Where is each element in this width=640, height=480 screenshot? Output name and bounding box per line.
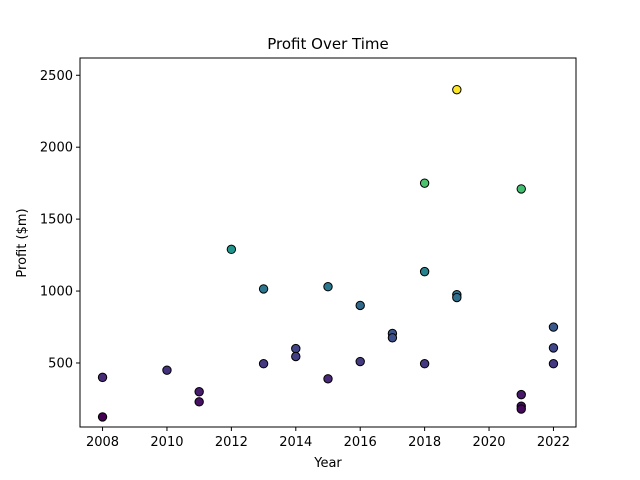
plot-area — [79, 57, 577, 428]
data-point — [452, 84, 462, 95]
x-axis: 2008 2010 2012 2014 2016 2018 2020 2022 — [86, 427, 570, 450]
y-tick-label: 2000 — [40, 141, 73, 156]
x-tick-label: 2010 — [150, 435, 183, 450]
data-point — [194, 387, 204, 397]
x-tick-label: 2014 — [279, 435, 312, 450]
data-point — [516, 184, 526, 194]
data-point — [419, 359, 430, 369]
data-point — [355, 300, 365, 311]
y-axis: 500 1000 1500 2000 2500 — [40, 69, 80, 371]
x-tick-label: 2008 — [86, 435, 119, 450]
data-point — [452, 292, 462, 303]
data-point — [291, 351, 301, 362]
x-tick-label: 2016 — [344, 435, 377, 450]
y-tick-label: 1000 — [40, 285, 73, 300]
data-point — [226, 244, 237, 255]
data-point — [258, 284, 269, 294]
data-point — [419, 266, 430, 277]
data-point — [387, 333, 398, 343]
data-point — [548, 322, 559, 332]
y-tick-label: 500 — [48, 356, 73, 371]
y-tick-label: 1500 — [40, 213, 73, 228]
data-point — [97, 412, 108, 422]
data-point — [194, 397, 204, 407]
data-point — [323, 282, 333, 292]
data-point — [548, 343, 559, 353]
data-points — [97, 84, 559, 422]
x-tick-label: 2018 — [408, 435, 441, 450]
x-tick-label: 2012 — [215, 435, 248, 450]
data-point — [419, 178, 430, 188]
y-axis-label: Profit ($m) — [15, 208, 30, 277]
data-point — [162, 365, 172, 375]
x-axis-label: Year — [313, 456, 342, 471]
data-point — [323, 374, 333, 384]
data-point — [258, 359, 269, 369]
chart-title: Profit Over Time — [267, 35, 388, 53]
data-point — [516, 404, 526, 414]
x-tick-label: 2020 — [472, 435, 505, 450]
data-point — [548, 359, 559, 369]
x-tick-label: 2022 — [537, 435, 570, 450]
data-point — [516, 389, 526, 400]
y-tick-label: 2500 — [40, 69, 73, 84]
data-point — [355, 356, 365, 367]
data-point — [291, 343, 301, 354]
data-point — [97, 372, 108, 383]
